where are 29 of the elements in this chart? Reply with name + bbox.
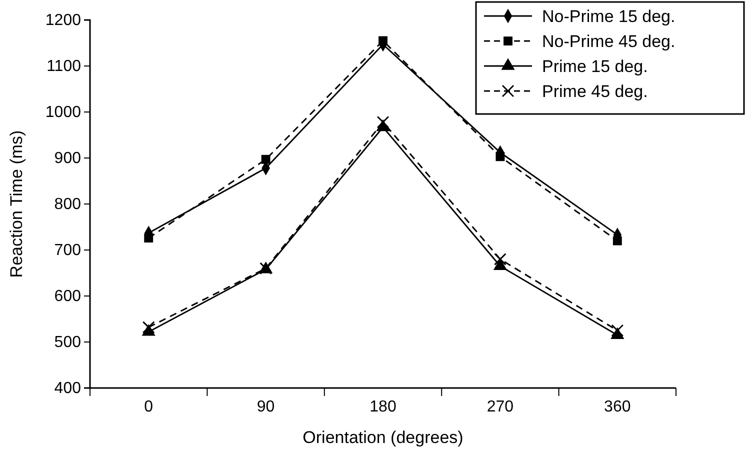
point bbox=[261, 154, 270, 164]
legend-label: Prime 15 deg. bbox=[542, 57, 648, 76]
point bbox=[611, 324, 624, 337]
y-tick-label: 500 bbox=[54, 334, 82, 352]
x-tick-label: 0 bbox=[144, 398, 154, 416]
point bbox=[144, 234, 154, 243]
point bbox=[494, 252, 506, 266]
legend-label: Prime 45 deg. bbox=[542, 82, 648, 101]
point bbox=[496, 152, 505, 162]
legend-label: No-Prime 45 deg. bbox=[542, 32, 676, 51]
legend-label: No-Prime 15 deg. bbox=[542, 7, 676, 26]
point bbox=[142, 321, 155, 334]
y-tick-label: 900 bbox=[54, 150, 82, 168]
y-tick-label: 800 bbox=[54, 196, 82, 214]
point bbox=[378, 36, 388, 46]
y-tick-label: 1000 bbox=[45, 104, 82, 122]
y-tick-label: 1200 bbox=[45, 12, 82, 30]
x-tick-label: 180 bbox=[370, 398, 396, 416]
point bbox=[612, 236, 622, 246]
x-tick-label: 360 bbox=[604, 398, 631, 416]
x-tick-label: 270 bbox=[486, 398, 514, 416]
x-axis-title: Orientation (degrees) bbox=[302, 428, 464, 447]
y-tick-label: 700 bbox=[54, 242, 82, 260]
x-tick-label: 90 bbox=[256, 398, 275, 416]
y-tick-label: 1100 bbox=[46, 58, 82, 76]
y-axis-title: Reaction Time (ms) bbox=[7, 130, 26, 278]
point bbox=[376, 116, 390, 128]
y-tick-label: 400 bbox=[54, 380, 82, 398]
y-tick-label: 600 bbox=[54, 288, 82, 306]
